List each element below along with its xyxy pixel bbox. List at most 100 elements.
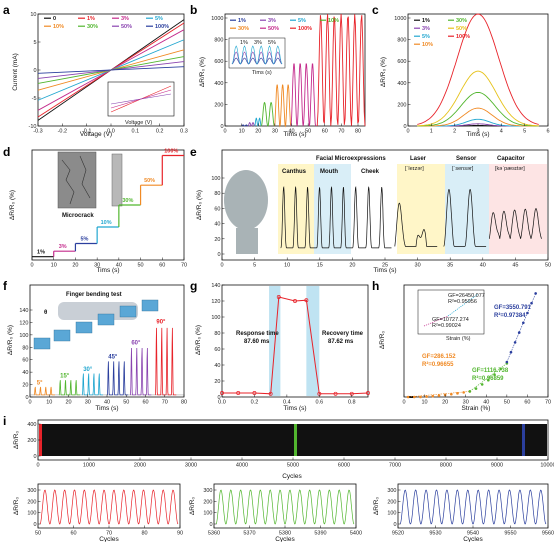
x-tick-label: 40 xyxy=(288,129,294,135)
x-tick-label: 40 xyxy=(104,400,110,406)
strain-cycle-trace xyxy=(273,84,292,128)
microcrack-label: Microcrack xyxy=(62,213,94,219)
strain-cycle-trace xyxy=(241,124,249,127)
panel-b-ylabel: ΔR/R₀ (%) xyxy=(199,57,206,87)
strain-cycle-trace xyxy=(290,63,317,127)
zoom-cycle-trace xyxy=(39,489,179,525)
panel-b-inset-lines: 1% 3% 5% xyxy=(231,40,283,65)
response-point xyxy=(236,391,241,395)
panel-f-letter: f xyxy=(3,279,8,293)
panel-h-inset-fit xyxy=(447,293,479,317)
pulse-trace xyxy=(417,91,539,127)
y-tick-label: 60 xyxy=(214,347,220,353)
panel-a: a -0.3 -0.2 -0.1 0.0 0.1 0.2 0.3 -10 -5 0 5 10 0 1% 3… xyxy=(3,3,188,138)
inset-r2-1: R²=0.99024 xyxy=(432,323,461,329)
laser-ipa: [ˈleɪzər] xyxy=(405,166,424,172)
legend-entry: 100% xyxy=(298,26,312,32)
legend-entry: 50% xyxy=(121,24,132,30)
y-tick-label: 100 xyxy=(387,511,396,517)
cheek-label: Cheek xyxy=(361,169,380,175)
zoom-2-xlabel: Cycles xyxy=(275,536,295,542)
x-tick-label: 20 xyxy=(65,400,71,406)
inset-label: 3% xyxy=(254,40,262,46)
x-tick-label: 2 xyxy=(453,129,456,135)
head-model-neck xyxy=(236,228,258,254)
microexpression-trace xyxy=(443,189,487,247)
y-tick-label: 0 xyxy=(33,68,36,74)
x-tick-label: 0 xyxy=(28,400,31,406)
legend-entry: 3% xyxy=(422,26,430,32)
legend-entry: 10% xyxy=(53,24,64,30)
x-tick-label: 0.2 xyxy=(251,400,259,406)
x-tick-label: 20 xyxy=(72,263,78,269)
x-tick-label: 70 xyxy=(106,531,112,537)
x-tick-label: 9000 xyxy=(491,463,503,469)
inset-trace xyxy=(231,45,283,65)
y-tick-label: 40 xyxy=(22,370,28,376)
y-tick-label: 200 xyxy=(27,499,36,505)
x-tick-label: 50 xyxy=(545,263,551,269)
y-tick-label: 300 xyxy=(387,488,396,494)
legend-entry: 10% xyxy=(328,18,339,24)
x-tick-label: 10 xyxy=(239,129,245,135)
bending-burst xyxy=(58,380,81,396)
strain-point xyxy=(437,394,441,397)
x-tick-label: -0.1 xyxy=(82,129,91,135)
y-tick-label: 10 xyxy=(30,12,36,18)
x-tick-label: 0 xyxy=(406,129,409,135)
y-tick-label: 400 xyxy=(27,422,36,428)
x-tick-label: 80 xyxy=(141,531,147,537)
step-label: 50% xyxy=(144,178,155,184)
step-label: 100% xyxy=(164,149,178,155)
x-tick-label: 0.8 xyxy=(348,400,356,406)
finger-photo xyxy=(75,321,93,334)
y-tick-label: 0 xyxy=(25,395,28,401)
x-tick-label: 20 xyxy=(349,263,355,269)
finger-bending-title: Finger bending test xyxy=(66,292,122,298)
x-tick-label: 0 xyxy=(220,263,223,269)
zoom-frame-1 xyxy=(37,483,181,529)
x-tick-label: 40 xyxy=(480,263,486,269)
x-tick-label: 5390 xyxy=(314,531,326,537)
head-model-image xyxy=(224,170,268,230)
legend-entry: 0 xyxy=(53,16,56,22)
panel-c: c 0 1 2 3 4 5 6 0 200 400 600 800 1000 1% 3% 5% 10% 30% 5… xyxy=(372,3,550,138)
strain-point xyxy=(431,394,435,398)
y-tick-label: 0 xyxy=(33,454,36,460)
recovery-time-value: 87.62 ms xyxy=(328,339,354,345)
y-tick-label: 20 xyxy=(22,383,28,389)
x-tick-label: 60 xyxy=(322,129,328,135)
angle-label: 45° xyxy=(108,354,118,360)
fit-gf-1: GF=286.152 xyxy=(422,354,456,360)
x-tick-label: 0.0 xyxy=(218,400,226,406)
y-tick-label: 100 xyxy=(203,511,212,517)
laser-band xyxy=(397,164,445,254)
y-tick-label: 200 xyxy=(214,102,223,108)
y-tick-label: 1000 xyxy=(211,16,223,22)
x-tick-label: 80 xyxy=(355,129,361,135)
legend-entry: 10% xyxy=(422,42,433,48)
finger-photo xyxy=(119,305,137,318)
step-label: 5% xyxy=(80,237,88,243)
y-tick-label: 80 xyxy=(214,331,220,337)
x-tick-label: 80 xyxy=(181,400,187,406)
response-point xyxy=(268,391,273,396)
fit-gf-3: GF=3550.791 xyxy=(494,305,532,311)
recovery-time-label: Recovery time xyxy=(322,331,364,337)
panel-i-letter: i xyxy=(3,414,6,428)
panel-b-inset-xlabel: Tims (s) xyxy=(252,70,272,76)
panel-b-legend: 1% 3% 5% 10% 30% 50% 100% xyxy=(230,18,339,32)
x-tick-label: 70 xyxy=(162,400,168,406)
panel-i: i 0 1000 2000 3000 4000 5000 6000 7000 8000 9000 1… xyxy=(3,414,554,542)
response-point xyxy=(333,391,338,396)
x-tick-label: 10 xyxy=(422,400,428,406)
y-tick-label: 20 xyxy=(214,237,220,243)
panel-g-letter: g xyxy=(190,279,197,293)
panel-c-ticks: 0 1 2 3 4 5 6 0 200 400 600 800 1000 xyxy=(394,16,549,135)
y-tick-label: 400 xyxy=(397,81,406,87)
y-tick-label: 100 xyxy=(27,511,36,517)
panel-h-frame xyxy=(403,284,549,398)
x-tick-label: 7000 xyxy=(389,463,401,469)
sensor-label: Sensor xyxy=(456,156,477,162)
panel-e-letter: e xyxy=(190,145,197,159)
